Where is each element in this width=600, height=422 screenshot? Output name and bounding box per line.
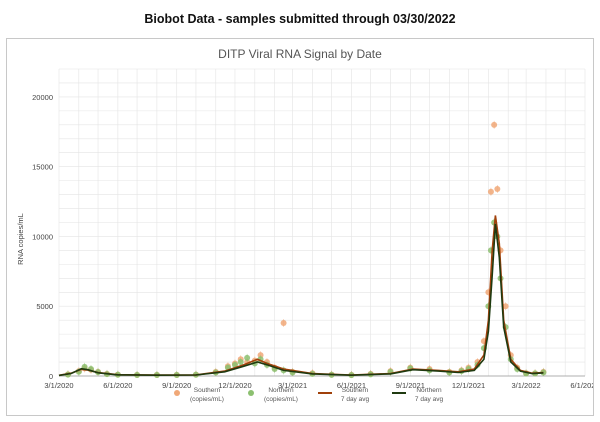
northern-point — [540, 369, 547, 376]
y-tick-label: 20000 — [32, 93, 53, 102]
x-tick-label: 3/1/2021 — [278, 381, 307, 390]
northern-point — [244, 354, 251, 361]
y-tick-label: 0 — [49, 372, 53, 381]
southern-7day-avg-line — [58, 215, 544, 377]
southern-point — [502, 303, 509, 310]
y-tick-label: 15000 — [32, 163, 53, 172]
x-tick-label: 6/1/2021 — [337, 381, 366, 390]
x-tick-label: 6/1/2022 — [570, 381, 593, 390]
legend-northern-points-sublabel: (copies/mL) — [264, 396, 298, 403]
chart-title: DITP Viral RNA Signal by Date — [218, 47, 382, 61]
legend-northern-points-label: Northern — [268, 387, 294, 394]
legend-southern-points-sublabel: (copies/mL) — [190, 396, 224, 403]
southern-point — [491, 121, 498, 128]
grid-layer — [58, 68, 586, 377]
chart-frame: DITP Viral RNA Signal by Date 0 5000 10000… — [6, 38, 594, 416]
x-tick-label: 9/1/2021 — [396, 381, 425, 390]
page-heading: Biobot Data - samples submitted through … — [144, 12, 456, 26]
y-axis-title: RNA copies/mL — [16, 213, 25, 265]
x-tick-label: 3/1/2020 — [44, 381, 73, 390]
legend-southern-points-swatch — [174, 390, 180, 396]
legend-southern-avg-label: Southern — [342, 387, 369, 394]
northern-point — [231, 361, 238, 368]
lines-layer — [58, 215, 544, 377]
legend-southern-avg-sublabel: 7 day avg — [341, 396, 370, 403]
northern-point — [237, 359, 244, 366]
chart-svg: 0 5000 10000 15000 20000 3/1/2020 6/1/2020 9/1/… — [16, 68, 593, 403]
legend-northern-avg-sublabel: 7 day avg — [415, 396, 444, 403]
southern-point — [487, 188, 494, 195]
southern-point — [494, 186, 501, 193]
y-tick-label: 10000 — [32, 232, 53, 241]
legend: Southern (copies/mL) Northern (copies/mL) So… — [174, 387, 443, 403]
x-tick-label: 3/1/2022 — [512, 381, 541, 390]
northern-7day-avg-line — [58, 223, 544, 377]
legend-northern-avg-label: Northern — [416, 387, 442, 394]
y-tick-label: 5000 — [36, 302, 53, 311]
legend-southern-points-label: Southern — [194, 387, 221, 394]
x-tick-label: 12/1/2021 — [452, 381, 485, 390]
tick-layer: 0 5000 10000 15000 20000 3/1/2020 6/1/2020 9/1/… — [32, 93, 593, 390]
southern-point — [280, 319, 287, 326]
southern-point — [257, 352, 264, 359]
x-tick-label: 9/1/2020 — [162, 381, 191, 390]
legend-northern-points-swatch — [248, 390, 254, 396]
x-tick-label: 12/1/2020 — [218, 381, 251, 390]
x-tick-label: 6/1/2020 — [103, 381, 132, 390]
